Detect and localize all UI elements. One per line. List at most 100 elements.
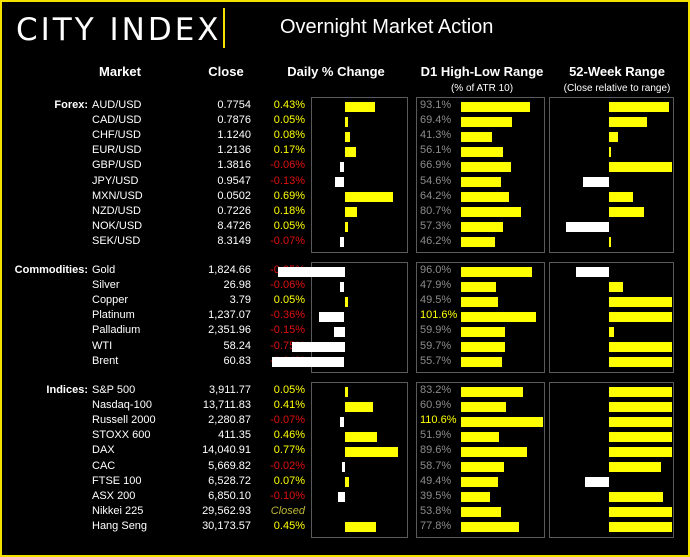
week52-bar	[609, 161, 672, 172]
d1-range-label: 110.6%	[420, 414, 457, 427]
close-value: 1.2136	[217, 144, 251, 157]
market-name: Brent	[92, 354, 119, 367]
d1-range-label: 56.1%	[420, 144, 452, 157]
daily-change-bar	[335, 177, 345, 187]
d1-range-label: 77.8%	[420, 519, 452, 532]
daily-change-bar	[334, 326, 345, 337]
d1-range-label: 69.4%	[420, 114, 452, 127]
week52-bar	[609, 311, 672, 322]
daily-change-label: 0.05%	[273, 384, 305, 396]
d1-range-label: 64.2%	[420, 189, 452, 202]
d1-range-bar	[461, 357, 503, 368]
col-header-daily-change: Daily % Change	[287, 64, 385, 79]
week52-bar	[609, 522, 672, 533]
close-value: 1,237.07	[208, 309, 251, 322]
daily-change-bar	[344, 116, 348, 127]
close-value: 1,824.66	[208, 264, 251, 276]
d1-range-label: 57.3%	[420, 219, 452, 232]
week52-bar	[609, 446, 672, 457]
close-value: 411.35	[218, 429, 251, 442]
close-value: 8.4726	[217, 219, 251, 232]
col-header-52-week: 52-Week Range (Close relative to range)	[546, 64, 688, 94]
d1-range-label: 47.9%	[420, 279, 452, 292]
header-divider	[223, 8, 225, 48]
d1-range-label: 89.6%	[420, 444, 452, 457]
d1-range-bar	[461, 177, 502, 187]
d1-range-label: 53.8%	[420, 504, 452, 517]
close-value: 0.9547	[217, 174, 251, 187]
week52-bar	[609, 357, 672, 368]
close-value: 13,711.83	[202, 399, 251, 412]
daily-change-label: -0.02%	[270, 459, 305, 472]
market-name: MXN/USD	[92, 189, 143, 202]
daily-change-label: Closed	[270, 504, 305, 517]
d1-range-bar	[461, 446, 528, 457]
city-index-logo: CITY INDEX	[16, 12, 222, 48]
week52-bar	[585, 477, 609, 488]
d1-range-panel-0	[416, 97, 545, 253]
d1-range-label: 59.9%	[420, 324, 452, 337]
week52-bar	[609, 296, 672, 307]
market-name: Palladium	[92, 324, 141, 337]
week52-bar	[609, 146, 611, 157]
market-name: Platinum	[92, 309, 135, 322]
close-value: 0.0502	[217, 189, 251, 202]
d1-range-bar	[461, 266, 533, 277]
week52-bar	[609, 507, 672, 518]
daily-change-label: -0.07%	[270, 414, 305, 427]
daily-change-bar	[339, 416, 345, 427]
close-value: 26.98	[223, 279, 251, 292]
d1-range-label: 51.9%	[420, 429, 452, 442]
daily-change-bar	[344, 131, 351, 142]
col-header-close: Close	[208, 64, 244, 79]
week52-bar	[609, 237, 611, 248]
market-name: AUD/USD	[92, 99, 142, 111]
header: CITY INDEX Overnight Market Action	[2, 2, 688, 54]
week52-bar	[609, 462, 661, 472]
d1-range-bar	[461, 386, 523, 397]
market-name: CHF/USD	[92, 129, 141, 142]
close-value: 3.79	[229, 294, 251, 307]
d1-range-bar	[461, 101, 530, 112]
daily-change-panel-0	[311, 97, 408, 253]
d1-range-label: 49.5%	[420, 294, 452, 307]
week52-bar	[609, 131, 619, 142]
market-name: Nikkei 225	[92, 504, 144, 517]
col-header-52-week-title: 52-Week Range	[569, 64, 665, 79]
week52-bar	[609, 386, 672, 397]
week52-bar	[609, 101, 669, 112]
close-value: 0.7876	[217, 114, 251, 127]
d1-range-label: 66.9%	[420, 159, 452, 172]
market-name: WTI	[92, 339, 113, 352]
d1-range-panel-2	[416, 382, 545, 538]
col-header-d1-range-title: D1 High-Low Range	[420, 64, 544, 79]
market-name: ASX 200	[92, 489, 136, 502]
col-header-d1-range-sub: (% of ATR 10)	[450, 83, 514, 94]
close-value: 5,669.82	[208, 459, 251, 472]
daily-change-bar	[341, 462, 345, 472]
d1-range-bar	[461, 401, 507, 412]
market-name: EUR/USD	[92, 144, 142, 157]
d1-range-bar	[461, 281, 497, 292]
d1-range-bar	[461, 477, 498, 488]
daily-change-label: 0.43%	[273, 99, 305, 111]
d1-range-label: 49.4%	[420, 474, 452, 487]
d1-range-label: 101.6%	[420, 309, 458, 322]
close-value: 6,850.10	[208, 489, 251, 502]
daily-change-bar	[340, 281, 345, 292]
daily-change-label: 0.69%	[273, 189, 305, 202]
market-name: GBP/USD	[92, 159, 142, 172]
d1-range-label: 93.1%	[420, 99, 452, 111]
col-header-52-week-sub: (Close relative to range)	[563, 83, 671, 94]
d1-range-bar	[461, 131, 492, 142]
daily-change-bar	[344, 386, 348, 397]
daily-change-bar	[344, 522, 376, 533]
daily-change-label: -0.06%	[270, 159, 305, 172]
d1-range-label: 58.7%	[420, 459, 452, 472]
market-name: Silver	[92, 279, 120, 292]
d1-range-label: 39.5%	[420, 489, 452, 502]
daily-change-label: 0.17%	[273, 144, 305, 157]
market-name: JPY/USD	[92, 174, 139, 187]
daily-change-label: 0.18%	[273, 204, 305, 217]
